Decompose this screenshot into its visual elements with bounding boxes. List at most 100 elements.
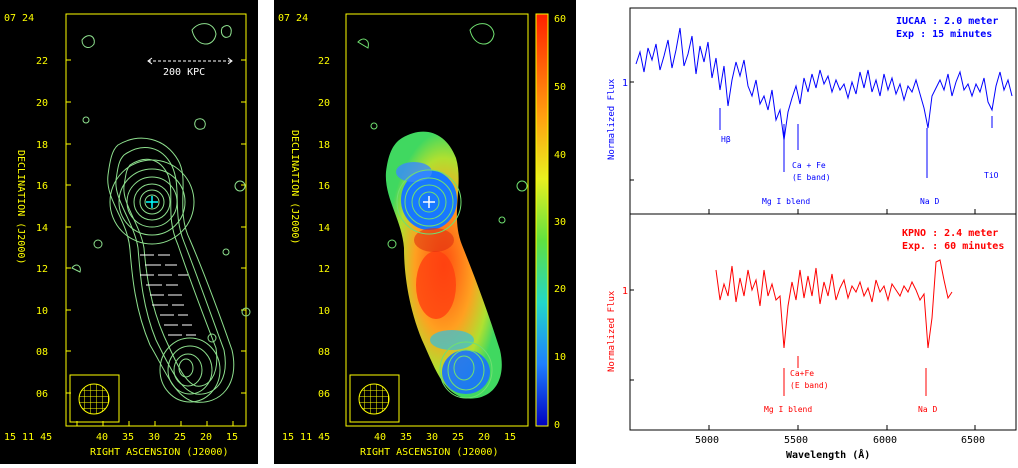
ra-tick: 35 xyxy=(400,432,412,443)
dec-tick: 08 xyxy=(36,347,48,358)
spectral-index-panel: 07 24 22 20 18 16 14 12 10 08 06 DECLINA… xyxy=(274,0,576,464)
ra-tick: 25 xyxy=(452,432,464,443)
contour-overlay xyxy=(357,23,528,399)
radio-contour-panel: 07 24 22 20 18 16 14 12 10 08 06 DECLINA… xyxy=(0,0,258,464)
dec-tick: 18 xyxy=(318,140,330,151)
beam-box xyxy=(349,374,400,423)
ra-first-label: 15 11 45 xyxy=(282,432,330,443)
ra-tick: 35 xyxy=(122,432,134,443)
optical-spectra-plot: IUCAA : 2.0 meter Exp : 15 minutes Norma… xyxy=(607,7,1017,461)
annotation-na-d: Na D xyxy=(918,405,937,414)
x-axis-label: RIGHT ASCENSION (J2000) xyxy=(360,447,498,458)
dec-tick-labels: 22 20 18 16 14 12 10 08 06 xyxy=(318,56,330,400)
top-annotations: Hβ Ca + Fe (E band) Mg I blend Na D TiO xyxy=(719,108,999,206)
core-marker xyxy=(146,196,158,208)
colorbar-tick: 60 xyxy=(554,14,566,25)
bottom-title-line1: KPNO : 2.4 meter xyxy=(902,228,998,239)
ra-first-label: 15 11 45 xyxy=(4,432,52,443)
dec-tick: 16 xyxy=(36,181,48,192)
dec-tick-labels: 22 20 18 16 14 12 10 08 06 xyxy=(36,56,48,400)
colorbar-tick: 40 xyxy=(554,150,566,161)
colorbar-tick-labels: 60 50 40 30 20 10 0 xyxy=(554,14,566,431)
colorbar-tick: 30 xyxy=(554,217,566,228)
colorbar-tick: 0 xyxy=(554,420,560,431)
colorbar-tick: 50 xyxy=(554,82,566,93)
ra-tick: 30 xyxy=(426,432,438,443)
dec-tick: 22 xyxy=(36,56,48,67)
scale-bar: 200 KPC xyxy=(147,57,233,78)
top-title-line2: Exp : 15 minutes xyxy=(896,28,992,40)
y-axis-label: DECLINATION (J2000) xyxy=(15,150,26,264)
spectral-index-map xyxy=(385,131,502,399)
spectral-index-plot: 07 24 22 20 18 16 14 12 10 08 06 DECLINA… xyxy=(278,13,566,458)
ra-tick-labels: 40 35 30 25 20 15 xyxy=(374,432,516,443)
radio-contour-plot: 07 24 22 20 18 16 14 12 10 08 06 DECLINA… xyxy=(4,13,251,458)
x-axis-label: RIGHT ASCENSION (J2000) xyxy=(90,447,228,458)
dec-tick: 12 xyxy=(36,264,48,275)
y-axis-label: DECLINATION (J2000) xyxy=(289,130,300,244)
annotation-ca-fe: Ca+Fe xyxy=(790,369,814,378)
bottom-spectrum: KPNO : 2.4 meter Exp. : 60 minutes Norma… xyxy=(607,228,1004,414)
annotation-mg-blend: Mg I blend xyxy=(762,197,810,206)
plot-frame xyxy=(345,13,529,427)
annotation-mg-blend: Mg I blend xyxy=(764,405,812,414)
ra-tick: 20 xyxy=(478,432,490,443)
ra-tick: 25 xyxy=(174,432,186,443)
bottom-ylabel: Normalized Flux xyxy=(607,290,617,372)
top-title-line1: IUCAA : 2.0 meter xyxy=(896,16,998,27)
dec-top-label: 07 24 xyxy=(278,13,308,24)
dec-tick: 12 xyxy=(318,264,330,275)
dec-tick: 14 xyxy=(36,223,48,234)
ra-tick: 15 xyxy=(504,432,516,443)
core-marker xyxy=(423,196,435,208)
wavelength-axis: 5000 5500 6000 6500 Wavelength (Å) xyxy=(695,209,985,461)
bottom-ytick: 1 xyxy=(622,286,628,297)
ra-tick: 15 xyxy=(226,432,238,443)
dec-tick: 22 xyxy=(318,56,330,67)
dec-tick: 06 xyxy=(318,389,330,400)
x-tick: 6000 xyxy=(873,435,897,446)
dec-tick: 18 xyxy=(36,140,48,151)
dec-tick: 10 xyxy=(36,306,48,317)
dec-tick: 20 xyxy=(318,98,330,109)
plot-frame xyxy=(65,13,247,427)
ra-tick: 30 xyxy=(148,432,160,443)
bottom-spectrum-line xyxy=(715,259,953,349)
dec-tick: 10 xyxy=(318,306,330,317)
annotation-ca-fe: Ca + Fe xyxy=(792,161,826,170)
x-axis-label: Wavelength (Å) xyxy=(786,448,870,461)
colorbar-tick: 10 xyxy=(554,352,566,363)
ra-tick: 40 xyxy=(96,432,108,443)
annotation-na-d: Na D xyxy=(920,197,939,206)
ra-tick-labels: 40 35 30 25 20 15 xyxy=(96,432,238,443)
annotation-tio: TiO xyxy=(984,171,999,180)
top-spectrum: IUCAA : 2.0 meter Exp : 15 minutes Norma… xyxy=(607,16,1013,206)
polarization-vectors xyxy=(140,254,196,336)
top-ytick: 1 xyxy=(622,78,628,89)
bottom-annotations: Ca+Fe (E band) Mg I blend Na D xyxy=(764,356,937,414)
dec-tick: 16 xyxy=(318,181,330,192)
annotation-e-band: (E band) xyxy=(792,173,831,182)
annotation-e-band: (E band) xyxy=(790,381,829,390)
colorbar-tick: 20 xyxy=(554,284,566,295)
scale-label: 200 KPC xyxy=(163,67,205,78)
beam-box xyxy=(69,374,120,423)
dec-tick: 06 xyxy=(36,389,48,400)
dec-tick: 20 xyxy=(36,98,48,109)
dec-top-label: 07 24 xyxy=(4,13,34,24)
x-tick: 5000 xyxy=(695,435,719,446)
annotation-hbeta: Hβ xyxy=(721,135,731,144)
ra-tick: 20 xyxy=(200,432,212,443)
bottom-title-line2: Exp. : 60 minutes xyxy=(902,240,1004,252)
top-ylabel: Normalized Flux xyxy=(607,78,617,160)
optical-spectra-panel: IUCAA : 2.0 meter Exp : 15 minutes Norma… xyxy=(592,0,1018,464)
ra-tick: 40 xyxy=(374,432,386,443)
top-spectrum-line xyxy=(635,27,1013,141)
bottom-spectrum-frame xyxy=(629,213,1017,431)
colorbar: 60 50 40 30 20 10 0 xyxy=(535,13,566,431)
x-tick: 5500 xyxy=(784,435,808,446)
dec-tick: 14 xyxy=(318,223,330,234)
radio-contours xyxy=(71,23,251,403)
dec-tick: 08 xyxy=(318,347,330,358)
x-tick: 6500 xyxy=(961,435,985,446)
